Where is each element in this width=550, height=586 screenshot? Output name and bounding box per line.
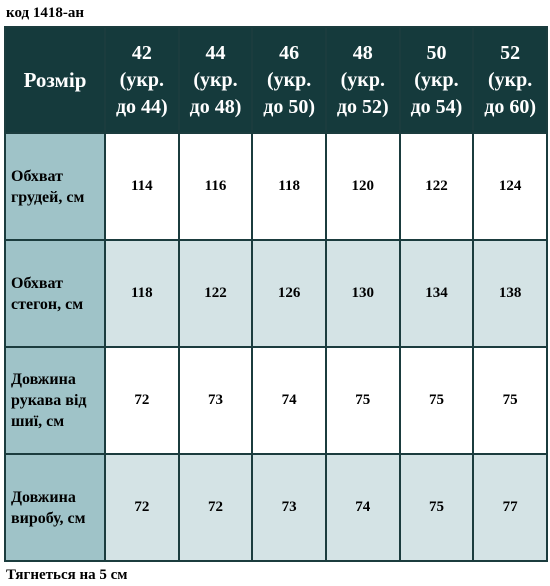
table-cell: 138 (472, 239, 548, 348)
row-label-line: Довжина (11, 371, 76, 388)
table-cell: 124 (472, 132, 548, 241)
column-ukr-label: (укр. (266, 68, 312, 91)
column-ukr-range: до 60) (484, 95, 537, 118)
column-header: 48 (укр. до 52) (324, 26, 401, 134)
table-cell: 118 (104, 239, 180, 348)
table-cell: 122 (398, 132, 475, 241)
table-cell: 74 (324, 453, 401, 562)
table-cell: 73 (251, 453, 327, 562)
column-ukr-label: (укр. (119, 68, 164, 91)
table-cell: 77 (472, 453, 548, 562)
row-header: Довжина рукава від шиї, см (4, 346, 106, 455)
row-label-line: рукава від (11, 392, 87, 409)
table-row: Обхват стегон, см 118 122 126 130 134 13… (4, 239, 548, 348)
table-row: Довжина рукава від шиї, см 72 73 74 75 7… (4, 346, 548, 455)
table-cell: 116 (177, 132, 254, 241)
column-ukr-label: (укр. (193, 68, 238, 91)
column-header: 52 (укр. до 60) (472, 26, 548, 134)
table-cell: 134 (398, 239, 475, 348)
table-cell: 75 (324, 346, 401, 455)
row-label-line: Обхват (11, 167, 63, 185)
table-cell: 122 (177, 239, 254, 348)
row-label-line: Довжина (11, 488, 76, 506)
table-cell: 72 (104, 453, 180, 562)
table-cell: 118 (251, 132, 327, 241)
table-cell: 126 (251, 239, 327, 348)
column-ukr-label: (укр. (340, 68, 385, 91)
row-label-line: Обхват (11, 274, 63, 292)
table-cell: 74 (251, 346, 327, 455)
column-ukr-range: до 50) (263, 95, 316, 118)
table-row: Довжина виробу, см 72 72 73 74 75 77 (4, 453, 548, 562)
column-header: 46 (укр. до 50) (251, 26, 327, 134)
column-size: 42 (131, 41, 152, 64)
table-row: Обхват грудей, см 114 116 118 120 122 12… (4, 132, 548, 241)
column-ukr-range: до 44) (115, 95, 168, 118)
table-cell: 114 (104, 132, 180, 241)
column-ukr-label: (укр. (487, 68, 533, 91)
column-ukr-range: до 48) (189, 95, 242, 118)
column-header: 42 (укр. до 44) (104, 26, 180, 134)
row-header: Довжина виробу, см (4, 453, 106, 562)
row-header: Обхват грудей, см (4, 132, 106, 241)
table-cell: 75 (398, 346, 475, 455)
column-size: 48 (352, 41, 373, 64)
stretch-note: Тягнеться на 5 см (6, 567, 128, 583)
column-size: 44 (205, 41, 226, 64)
column-size: 52 (500, 41, 521, 64)
table-cell: 72 (104, 346, 180, 455)
row-label-line: стегон, см (11, 295, 84, 313)
product-code: код 1418-ан (6, 5, 84, 21)
header-row: Розмір 42 (укр. до 44) 44 (укр. до 48) 4… (4, 26, 548, 134)
column-header: 50 (укр. до 54) (398, 26, 475, 134)
table-cell: 120 (324, 132, 401, 241)
table-cell: 72 (177, 453, 254, 562)
table-cell: 73 (177, 346, 254, 455)
table-cell: 75 (398, 453, 475, 562)
column-ukr-range: до 52) (336, 95, 389, 118)
row-label-line: шиї, см (11, 413, 65, 430)
row-label-line: грудей, см (11, 188, 85, 206)
row-header: Обхват стегон, см (4, 239, 106, 348)
row-label-line: виробу, см (11, 509, 86, 527)
column-ukr-range: до 54) (410, 95, 463, 118)
corner-header-size: Розмір (4, 26, 106, 134)
column-header: 44 (укр. до 48) (177, 26, 254, 134)
column-size: 50 (426, 41, 447, 64)
size-chart-table: Розмір 42 (укр. до 44) 44 (укр. до 48) 4… (4, 26, 548, 562)
column-size: 46 (279, 41, 300, 64)
table-cell: 75 (472, 346, 548, 455)
table-cell: 130 (324, 239, 401, 348)
column-ukr-label: (укр. (414, 68, 459, 91)
